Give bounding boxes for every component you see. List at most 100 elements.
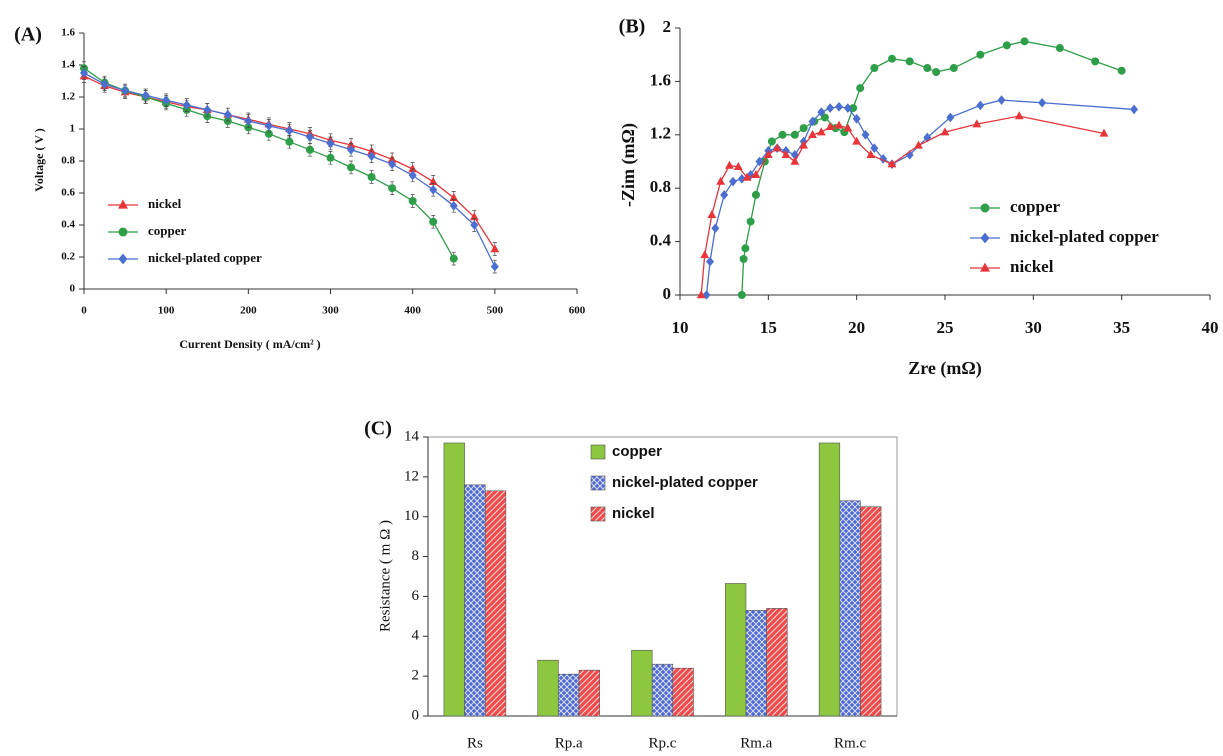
marker (835, 101, 843, 112)
marker (751, 170, 761, 179)
marker (946, 112, 955, 123)
y-tick-label: 6 (412, 588, 420, 604)
y-tick-label: 0 (663, 284, 672, 303)
legend-label: nickel-plated copper (612, 474, 758, 491)
bar (578, 669, 600, 717)
marker (100, 79, 109, 89)
bar (818, 442, 841, 717)
marker (1055, 44, 1064, 53)
marker (1020, 37, 1029, 46)
marker (834, 120, 844, 129)
legend-label: copper (612, 443, 662, 460)
y-tick-label: 0 (70, 283, 76, 295)
marker (972, 119, 982, 128)
marker (429, 185, 438, 195)
marker (849, 104, 858, 113)
x-tick-label: 300 (322, 305, 339, 317)
marker (843, 123, 853, 132)
marker (716, 176, 726, 185)
legend-label: nickel (612, 505, 655, 522)
bar (464, 484, 486, 717)
legend-label: nickel (1010, 257, 1054, 276)
x-tick-label: 200 (240, 305, 257, 317)
marker (843, 103, 852, 113)
x-tick-label: Rp.a (555, 735, 583, 751)
marker (887, 159, 897, 168)
marker (820, 113, 829, 122)
x-tick-label: Rm.a (740, 735, 772, 751)
marker (751, 190, 760, 199)
marker (997, 95, 1006, 105)
marker (490, 261, 499, 272)
y-tick-label: 0.6 (61, 187, 75, 199)
y-axis-title: Voltage ( V ) (32, 128, 46, 191)
marker (739, 254, 748, 263)
marker (408, 164, 418, 173)
marker (1002, 41, 1011, 50)
marker (725, 160, 734, 169)
legend-label: nickel (148, 196, 182, 211)
panel-label: (A) (14, 24, 42, 46)
marker (449, 201, 458, 211)
marker (141, 90, 150, 101)
marker (720, 190, 729, 200)
panel-label: (C) (364, 418, 392, 440)
marker (326, 138, 335, 149)
legend-label: nickel-plated copper (1010, 227, 1159, 246)
marker (1130, 104, 1139, 115)
x-tick-label: 40 (1202, 318, 1219, 337)
marker (1038, 97, 1047, 108)
marker (367, 151, 376, 161)
x-tick-label: 400 (404, 305, 421, 317)
marker (469, 212, 479, 221)
marker (808, 116, 817, 127)
legend-swatch (590, 444, 606, 460)
bar (558, 673, 580, 717)
marker (856, 84, 865, 93)
x-tick-label: 25 (937, 318, 954, 337)
marker (121, 85, 130, 96)
bar (537, 659, 559, 717)
marker (162, 95, 171, 105)
marker (388, 184, 397, 193)
marker (264, 121, 273, 131)
marker (976, 100, 985, 111)
legend-swatch (590, 506, 606, 522)
marker (763, 150, 773, 159)
marker (285, 137, 294, 146)
marker (790, 150, 799, 160)
legend-label: copper (1010, 197, 1061, 216)
marker (696, 290, 706, 299)
marker (980, 262, 990, 272)
marker (870, 143, 879, 153)
legend-label: nickel-plated copper (148, 250, 262, 265)
marker (888, 54, 896, 63)
y-tick-label: 14 (404, 428, 420, 444)
marker (866, 150, 876, 159)
marker (490, 244, 500, 253)
marker (305, 132, 314, 142)
y-tick-label: 1.4 (61, 59, 75, 71)
bar (484, 490, 507, 717)
x-tick-label: 20 (848, 318, 865, 337)
marker (347, 163, 356, 172)
y-tick-label: 1.2 (650, 124, 671, 143)
bar (631, 649, 653, 717)
marker (408, 197, 417, 205)
marker (816, 127, 826, 136)
marker (305, 145, 314, 154)
x-tick-label: 100 (158, 305, 175, 317)
marker (852, 136, 862, 145)
y-tick-label: 0.2 (61, 251, 75, 263)
x-tick-label: 35 (1113, 318, 1130, 337)
y-tick-label: 1.2 (61, 91, 75, 103)
marker (742, 172, 752, 181)
marker (767, 137, 776, 146)
marker (940, 127, 950, 136)
series-line (83, 67, 455, 259)
marker (203, 105, 212, 115)
y-axis-title: -Zim (mΩ) (618, 123, 639, 207)
marker (1099, 128, 1109, 137)
y-tick-label: 1.6 (61, 27, 75, 39)
